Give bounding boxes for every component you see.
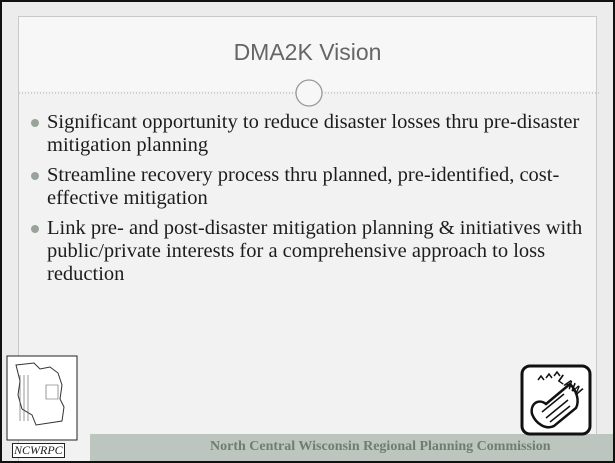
- bullet: Link pre- and post-disaster mitigation p…: [29, 217, 589, 286]
- divider-circle: [295, 79, 323, 107]
- icon-marks: [537, 370, 561, 381]
- title-band: [19, 17, 596, 91]
- bullet: Significant opportunity to reduce disast…: [29, 111, 589, 157]
- logo-hatch: [19, 375, 59, 421]
- logo-text: NCWRPC: [12, 443, 65, 458]
- slide-panel: DMA2K Vision Significant opportunity to …: [18, 16, 601, 461]
- icon-scroll: [530, 382, 579, 429]
- slide-title: DMA2K Vision: [233, 39, 382, 65]
- logo-map: [15, 362, 65, 426]
- title-divider: [19, 79, 601, 107]
- logo: [6, 355, 78, 441]
- bullet: Streamline recovery process thru planned…: [29, 164, 589, 210]
- footer-bar: North Central Wisconsin Regional Plannin…: [90, 434, 613, 461]
- footer-text: North Central Wisconsin Regional Plannin…: [210, 439, 551, 454]
- law-icon: [520, 364, 592, 436]
- bullet-list: Significant opportunity to reduce disast…: [29, 111, 589, 293]
- icon-lines: [541, 393, 571, 423]
